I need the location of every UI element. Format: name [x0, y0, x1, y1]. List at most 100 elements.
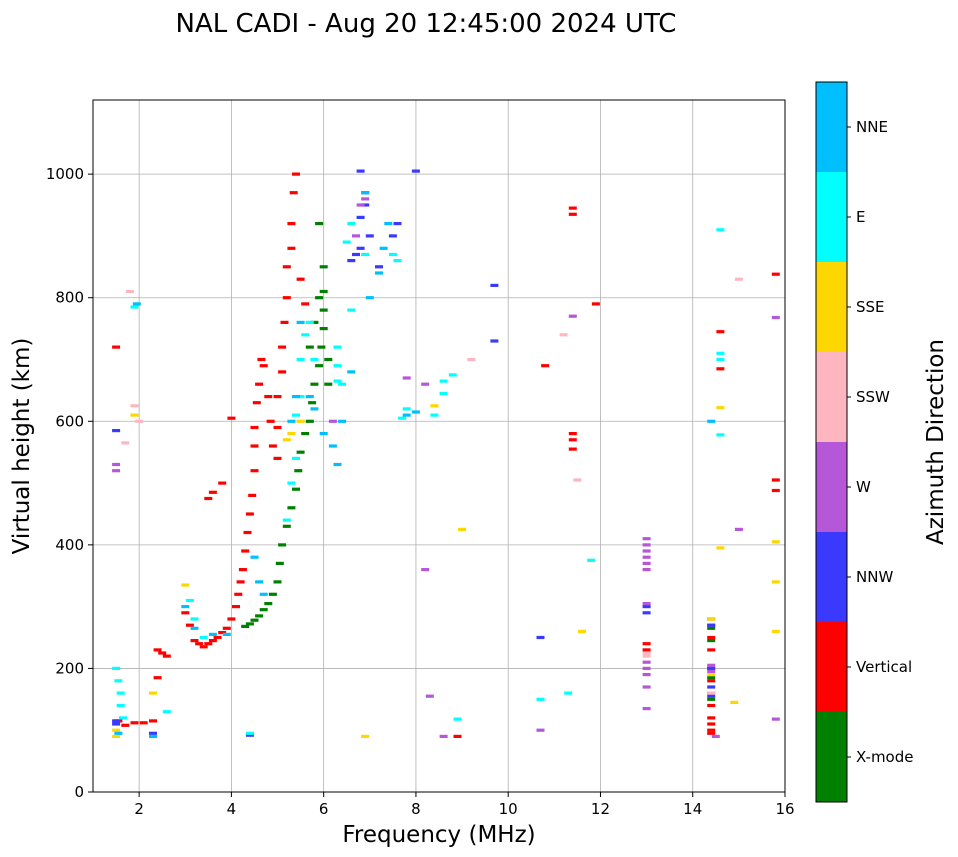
data-point-x-mode: [282, 524, 291, 528]
data-point-vertical: [278, 370, 287, 374]
data-point-x-mode: [319, 327, 328, 331]
data-point-x-mode: [319, 265, 328, 269]
data-point-w: [112, 469, 121, 473]
data-point-vertical: [245, 512, 254, 516]
data-point-vertical: [227, 617, 236, 621]
data-point-nne: [347, 370, 356, 374]
data-point-e: [361, 252, 370, 257]
y-tick-label: 1000: [46, 165, 84, 183]
data-point-e: [333, 364, 342, 368]
data-point-vertical: [218, 631, 227, 635]
data-point-vertical: [289, 191, 298, 195]
data-point-vertical: [273, 395, 282, 399]
data-point-vertical: [208, 639, 217, 643]
data-point-e: [333, 345, 342, 349]
data-point-vertical: [707, 679, 716, 683]
data-point-w: [642, 666, 651, 670]
data-point-x-mode: [241, 624, 250, 628]
data-point-e: [310, 357, 319, 362]
data-point-vertical: [250, 444, 259, 448]
data-point-vertical: [130, 721, 139, 725]
data-point-w: [642, 568, 651, 572]
data-point-vertical: [222, 626, 231, 630]
data-point-ssw: [130, 404, 139, 408]
data-point-nne: [365, 296, 374, 300]
data-point-vertical: [149, 719, 157, 723]
data-point-ssw: [125, 289, 134, 294]
data-point-sse: [112, 728, 121, 732]
data-point-x-mode: [268, 592, 277, 596]
colorbar-frame: [815, 81, 848, 803]
data-point-w: [771, 315, 780, 320]
data-point-nnw: [707, 623, 716, 627]
data-point-vertical: [266, 419, 275, 423]
data-point-w: [707, 663, 716, 667]
data-point-e: [347, 308, 356, 312]
data-point-e: [305, 320, 314, 324]
data-point-sse: [181, 583, 190, 587]
data-point-nnw: [365, 234, 374, 238]
data-point-x-mode: [296, 450, 305, 454]
data-point-e: [287, 481, 296, 485]
data-point-vertical: [248, 493, 257, 497]
data-point-vertical: [296, 277, 305, 281]
data-point-vertical: [238, 568, 247, 572]
data-point-e: [716, 357, 725, 362]
data-point-w: [356, 203, 365, 207]
data-point-nne: [149, 734, 157, 738]
data-point-sse: [149, 691, 157, 695]
data-point-e: [333, 379, 342, 383]
data-point-vertical: [771, 478, 780, 482]
data-point-vertical: [185, 623, 194, 627]
y-tick-label: 600: [55, 412, 84, 430]
data-point-vertical: [287, 246, 296, 250]
data-point-nne: [208, 632, 217, 636]
data-point-sse: [771, 629, 780, 633]
data-point-x-mode: [259, 608, 268, 612]
data-point-vertical: [241, 549, 250, 553]
data-point-nne: [361, 191, 370, 195]
data-point-vertical: [190, 639, 199, 643]
data-point-x-mode: [319, 289, 328, 294]
data-point-x-mode: [301, 432, 310, 436]
data-point-x-mode: [319, 308, 328, 312]
data-point-vertical: [568, 212, 577, 216]
data-point-nne: [384, 222, 393, 226]
data-point-w: [771, 717, 780, 721]
data-point-nne: [402, 413, 411, 417]
data-point-e: [536, 697, 545, 701]
colorbar-segment: [816, 712, 847, 802]
data-point-x-mode: [707, 676, 716, 680]
data-point-x-mode: [308, 401, 317, 405]
data-point-sse: [707, 617, 716, 621]
data-point-nne: [707, 419, 716, 423]
data-point-ssw: [642, 654, 651, 658]
data-point-x-mode: [317, 345, 326, 349]
data-point-sse: [716, 546, 725, 550]
data-point-vertical: [199, 645, 208, 649]
data-point-nne: [333, 462, 342, 467]
data-point-e: [342, 240, 351, 244]
colorbar-tick-label: NNW: [856, 568, 893, 586]
data-marks: [112, 169, 780, 738]
data-point-nne: [259, 592, 268, 596]
data-point-sse: [730, 700, 739, 704]
data-point-e: [448, 373, 457, 377]
data-point-vertical: [278, 345, 287, 349]
x-tick-label: 4: [227, 800, 237, 818]
x-tick-label: 16: [775, 800, 794, 818]
data-point-nnw: [112, 722, 121, 726]
data-point-e: [112, 666, 121, 670]
data-point-nnw: [490, 283, 499, 287]
data-point-w: [642, 673, 651, 677]
x-tick-label: 8: [411, 800, 421, 818]
data-point-sse: [578, 629, 586, 633]
data-point-vertical: [250, 425, 259, 430]
data-point-sse: [282, 438, 291, 442]
data-point-sse: [771, 540, 780, 544]
data-point-w: [642, 549, 651, 553]
data-point-e: [402, 407, 411, 411]
data-point-vertical: [453, 734, 462, 738]
data-point-e: [296, 395, 305, 399]
